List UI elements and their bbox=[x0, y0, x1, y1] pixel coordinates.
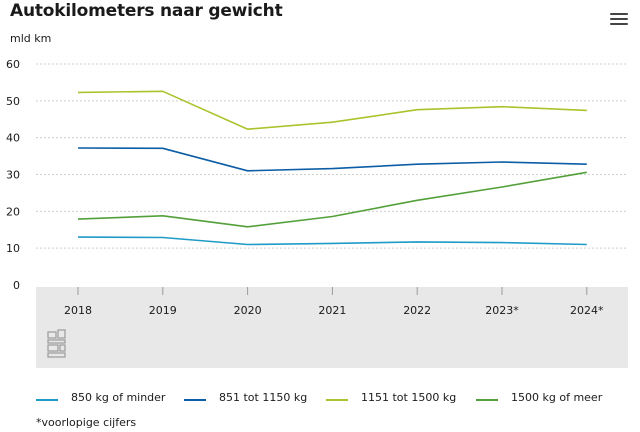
y-axis-unit-label: mld km bbox=[10, 32, 52, 45]
legend-swatch bbox=[36, 399, 58, 401]
logo-block bbox=[59, 344, 66, 352]
y-tick-label: 20 bbox=[6, 205, 20, 218]
series-line bbox=[77, 147, 587, 172]
legend-label: 850 kg of minder bbox=[71, 391, 166, 404]
logo-block bbox=[47, 352, 66, 358]
y-tick-label: 60 bbox=[6, 58, 20, 71]
cbs-logo bbox=[47, 329, 66, 358]
x-tick-label: 2020 bbox=[234, 304, 262, 317]
series-lines bbox=[77, 90, 587, 246]
legend-swatch bbox=[476, 399, 498, 401]
logo-block bbox=[47, 344, 59, 352]
x-tick-label: 2018 bbox=[64, 304, 92, 317]
legend-swatch bbox=[326, 399, 348, 401]
x-tick-label: 2024* bbox=[570, 304, 604, 317]
chart-title: Autokilometers naar gewicht bbox=[10, 1, 283, 21]
series-line bbox=[77, 171, 587, 228]
legend: 850 kg of minder 851 tot 1150 kg 1151 tot … bbox=[36, 391, 636, 409]
x-tick-label: 2023* bbox=[485, 304, 519, 317]
series-line bbox=[77, 236, 587, 246]
logo-block bbox=[47, 339, 66, 344]
legend-label: 851 tot 1150 kg bbox=[219, 391, 308, 404]
y-tick-label: 30 bbox=[6, 169, 20, 182]
y-tick-label: 50 bbox=[6, 95, 20, 108]
x-tick-label: 2021 bbox=[318, 304, 346, 317]
gridlines bbox=[36, 63, 628, 249]
y-axis-ticks: 0 10 20 30 40 50 60 bbox=[6, 58, 20, 292]
series-line bbox=[77, 90, 587, 130]
logo-block bbox=[47, 331, 57, 339]
menu-bar bbox=[610, 12, 628, 15]
legend-swatch bbox=[184, 399, 206, 401]
footnote: *voorlopige cijfers bbox=[36, 416, 137, 429]
y-tick-label: 40 bbox=[6, 132, 20, 145]
x-axis-ticks: 2018 2019 2020 2021 2022 2023* 2024* bbox=[64, 287, 604, 317]
legend-label: 1500 kg of meer bbox=[511, 391, 603, 404]
menu-bar bbox=[610, 22, 628, 25]
menu-bar bbox=[610, 17, 628, 20]
y-tick-label: 0 bbox=[13, 279, 20, 292]
x-tick-label: 2022 bbox=[403, 304, 431, 317]
logo-block bbox=[57, 329, 66, 339]
hamburger-menu-icon[interactable] bbox=[608, 10, 630, 30]
legend-label: 1151 tot 1500 kg bbox=[361, 391, 457, 404]
plot-background bbox=[36, 287, 628, 368]
y-tick-label: 10 bbox=[6, 242, 20, 255]
x-tick-label: 2019 bbox=[149, 304, 177, 317]
